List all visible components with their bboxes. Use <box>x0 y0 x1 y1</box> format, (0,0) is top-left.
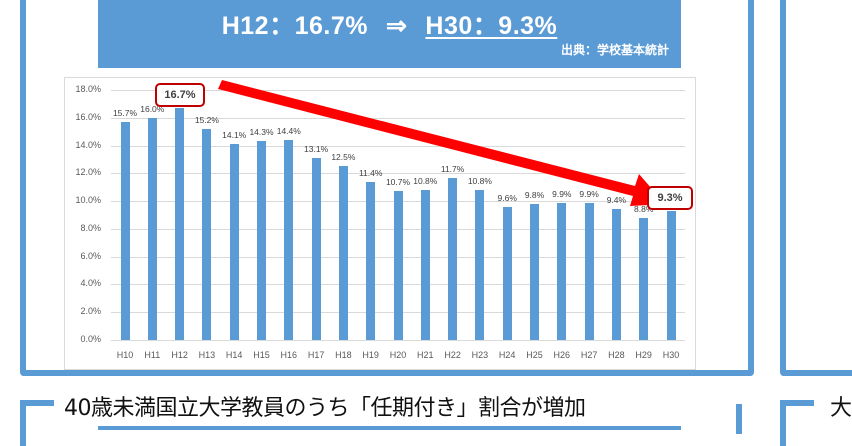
x-axis-tick: H22 <box>444 350 461 360</box>
data-label: 10.8% <box>413 176 438 186</box>
x-axis-tick: H29 <box>635 350 652 360</box>
bar-H24 <box>502 206 512 340</box>
bottom-left-bracket <box>20 400 54 446</box>
data-label: 15.2% <box>194 114 219 125</box>
bar-H15 <box>257 141 266 340</box>
bar-H13 <box>202 128 212 340</box>
bar-H30 <box>666 210 676 340</box>
bar-H23 <box>475 190 485 340</box>
bar-H14 <box>229 144 239 340</box>
data-label: 8.8% <box>634 203 654 214</box>
bar-chart: 0.0% 2.0% 4.0% 6.0% 8.0% 10.0% 12.0% 14.0% 16.0%… <box>64 77 696 370</box>
y-axis-tick: 2.0% <box>80 306 101 317</box>
data-label: 11.7% <box>440 163 465 174</box>
x-axis-tick: H14 <box>225 350 243 360</box>
bar-H29 <box>639 217 649 340</box>
bar-H10 <box>120 121 130 340</box>
x-axis-tick: H11 <box>144 350 161 360</box>
bar-H28 <box>611 209 621 340</box>
bar-H12 <box>175 108 185 340</box>
source-note: 出典：学校基本統計 <box>560 43 669 57</box>
y-axis-tick: 18.0% <box>75 84 101 94</box>
x-axis-tick: H16 <box>280 350 298 360</box>
gridline <box>111 340 685 341</box>
y-axis-tick: 6.0% <box>80 250 101 261</box>
right-panel-bracket <box>780 400 814 446</box>
section-title: 40歳未満国立大学教員のうち「任期付き」割合が増加 <box>64 396 586 421</box>
section-underline <box>98 426 681 430</box>
x-axis-tick: H21 <box>417 350 434 360</box>
bar-H17 <box>311 158 321 340</box>
data-label: 14.1% <box>222 130 247 141</box>
data-label: 16.0% <box>140 103 165 114</box>
data-label: 14.3% <box>249 127 274 138</box>
data-label: 10.7% <box>385 177 411 188</box>
x-axis-tick: H20 <box>389 350 407 360</box>
last-value-callout: 9.3% <box>647 186 693 210</box>
trend-arrow-icon <box>218 80 665 206</box>
start-value: H12：16.7% <box>221 12 368 40</box>
x-axis-tick: H19 <box>362 350 379 360</box>
x-axis-tick: H18 <box>335 350 352 360</box>
x-axis-tick: H15 <box>253 350 270 360</box>
bar-H22 <box>448 177 458 340</box>
bottom-right-bracket <box>736 404 742 434</box>
x-axis-tick: H26 <box>553 350 571 360</box>
y-axis-tick: 4.0% <box>80 278 101 289</box>
end-value: H30：9.3% <box>425 12 558 40</box>
summary-header: H12：16.7% ⇒ H30：9.3% 出典：学校基本統計 <box>98 0 681 68</box>
y-axis-tick: 0.0% <box>80 334 101 344</box>
bar-H27 <box>584 202 594 340</box>
x-axis-tick: H27 <box>580 350 598 360</box>
data-label: 11.4% <box>358 167 383 178</box>
bar-H16 <box>284 140 294 340</box>
data-label: 10.8% <box>467 176 492 186</box>
y-axis-tick: 14.0% <box>75 139 101 150</box>
x-axis-tick: H30 <box>662 350 680 360</box>
left-panel-frame <box>20 0 754 376</box>
y-axis-tick: 8.0% <box>80 222 101 233</box>
bar-H18 <box>338 166 348 340</box>
gridline <box>111 145 685 147</box>
right-arrow-icon: ⇒ <box>385 12 408 40</box>
x-axis-tick: H25 <box>526 350 543 360</box>
gridline <box>111 90 685 91</box>
bar-H20 <box>393 191 403 340</box>
right-panel-title-partial: 大 <box>830 396 852 421</box>
data-label: 13.1% <box>304 144 329 155</box>
bar-H21 <box>420 190 430 340</box>
data-label: 15.7% <box>112 107 138 118</box>
x-axis-tick: H10 <box>116 350 134 360</box>
x-axis-tick: H28 <box>608 350 625 360</box>
gridline <box>111 117 685 119</box>
data-label: 9.6% <box>497 192 517 203</box>
peak-callout: 16.7% <box>155 83 205 107</box>
data-label: 9.9% <box>552 188 572 199</box>
x-axis-tick: H23 <box>471 350 489 360</box>
x-axis-tick: H24 <box>498 350 516 360</box>
summary-headline: H12：16.7% ⇒ H30：9.3% <box>98 6 681 42</box>
bar-H25 <box>530 203 539 340</box>
data-label: 9.4% <box>606 195 627 206</box>
data-label: 9.8% <box>524 189 545 200</box>
x-axis-tick: H12 <box>171 350 188 360</box>
gridline <box>111 173 685 175</box>
data-label: 14.4% <box>276 126 301 136</box>
data-label: 9.9% <box>579 188 599 199</box>
bar-H11 <box>147 117 157 340</box>
bar-H19 <box>366 181 376 340</box>
x-axis-tick: H17 <box>307 350 325 360</box>
data-label: 12.5% <box>331 152 356 163</box>
y-axis-tick: 12.0% <box>75 167 101 178</box>
y-axis-tick: 16.0% <box>75 111 101 122</box>
x-axis-tick: H13 <box>198 350 216 360</box>
right-panel-frame <box>780 0 852 376</box>
bar-H26 <box>557 202 567 340</box>
chart-plot-area: 0.0% 2.0% 4.0% 6.0% 8.0% 10.0% 12.0% 14.0% 16.0%… <box>65 78 695 369</box>
y-axis-tick: 10.0% <box>75 195 101 206</box>
